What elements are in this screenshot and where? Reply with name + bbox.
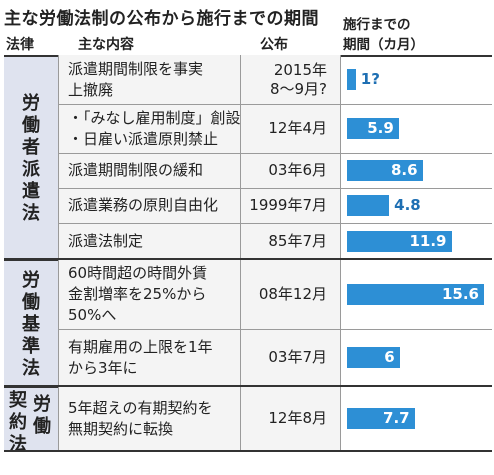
bar-value-label: 7.7: [383, 409, 410, 427]
row-content-line: 派遣期間制限を事実: [68, 59, 204, 78]
row-date-line: 2015年: [273, 60, 327, 79]
law-group-cell: 労働基準法: [4, 259, 58, 386]
group-divider: [4, 258, 492, 260]
row-background: [58, 386, 340, 451]
law-name: 契約法: [9, 390, 27, 455]
row-date: 03年7月: [268, 348, 327, 367]
bar-value-label: 15.6: [441, 284, 479, 303]
row-content: 有期雇用の上限を1年 から3年に: [68, 337, 213, 379]
row-content: 派遣期間制限の緩和: [68, 160, 203, 181]
row-background: [58, 188, 340, 223]
row-content-line: 60時間超の時間外賃: [68, 263, 208, 282]
bar: [347, 230, 452, 252]
column-divider: [240, 55, 241, 451]
row-date-line: 85年7月: [268, 231, 327, 250]
row-content: 派遣法制定: [68, 231, 143, 252]
row-content-line: 有期雇用の上限を1年: [68, 337, 213, 356]
bar: [347, 347, 400, 368]
row-background: [58, 223, 340, 259]
bar-value-label: 5.9: [367, 119, 394, 137]
row-date-line: 03年7月: [268, 348, 327, 366]
row-divider: [58, 329, 492, 330]
bar-value-label: 1?: [360, 70, 380, 88]
row-divider: [58, 153, 492, 154]
row-background: [58, 153, 340, 188]
row-background: [58, 104, 340, 153]
bar-value-label: 8.6: [390, 161, 418, 179]
bar-value-label: 6: [384, 348, 395, 366]
law-name-prefix: 労働: [33, 394, 51, 437]
bottom-line: [4, 450, 492, 452]
bar-value-label: 4.8: [394, 196, 421, 214]
row-date-line: 03年6月: [268, 161, 327, 179]
header-period: 施行までの 期間（カ月）: [343, 15, 424, 55]
row-date-line: 1999年7月: [249, 196, 327, 214]
column-divider: [340, 55, 341, 451]
bar-value-label: 11.9: [409, 231, 447, 250]
bar: [347, 283, 484, 305]
row-content-line: 派遣法制定: [68, 231, 144, 250]
bar: [347, 408, 415, 429]
law-table: 派遣期間制限を事実 上撤廃 2015年 8～9月? 1? ・「みなし雇用制度」創設 ・日雇い…: [4, 55, 492, 469]
row-date: 85年7月: [268, 232, 327, 251]
bar: [347, 69, 356, 90]
law-group-cell: 労働者派遣法: [4, 55, 58, 259]
group-divider: [4, 385, 492, 387]
row-date: 1999年7月: [249, 196, 327, 215]
row-content-line: 派遣期間制限の緩和: [68, 161, 204, 179]
row-content-line: ・日雇い派遣原則禁止: [68, 129, 219, 148]
row-background: [58, 329, 340, 386]
column-divider: [58, 55, 59, 451]
row-date: 03年6月: [268, 161, 327, 180]
row-date-line: 12年4月: [268, 119, 327, 137]
row-content: 5年超えの有期契約を 無期契約に転換: [68, 398, 213, 440]
row-date-line: 08年12月: [258, 284, 327, 303]
row-date: 12年8月: [268, 409, 327, 428]
header-date: 公布: [260, 37, 288, 53]
header-law: 法律: [6, 37, 34, 53]
row-divider: [58, 223, 492, 224]
row-content-line: から3年に: [68, 358, 138, 377]
row-background: [58, 259, 340, 329]
header-period-line2: 期間（カ月）: [343, 37, 424, 53]
row-content-line: 無期契約に転換: [68, 419, 174, 438]
law-name: 労働基準法: [22, 269, 40, 379]
row-content: ・「みなし雇用制度」創設 ・日雇い派遣原則禁止: [68, 108, 241, 150]
law-group-cell: 契約法 労働: [4, 386, 58, 455]
row-divider: [58, 188, 492, 189]
row-content-line: ・「みなし雇用制度」創設: [68, 108, 241, 127]
bar: [347, 118, 399, 139]
row-date-line: 8～9月?: [269, 79, 327, 98]
row-content-line: 50%へ: [68, 305, 117, 324]
header-content: 主な内容: [78, 37, 134, 53]
row-date: 12年4月: [268, 119, 327, 138]
row-content-line: 上撤廃: [68, 80, 114, 99]
row-content: 60時間超の時間外賃 金割増率を25%から 50%へ: [68, 263, 207, 326]
row-divider: [58, 104, 492, 105]
row-content: 派遣期間制限を事実 上撤廃: [68, 59, 203, 101]
bar: [347, 160, 423, 181]
row-date: 2015年 8～9月?: [270, 61, 327, 99]
row-date: 08年12月: [259, 285, 327, 304]
law-name: 労働者派遣法: [22, 93, 40, 224]
chart-title: 主な労働法制の公布から施行までの期間: [4, 9, 319, 29]
row-content: 派遣業務の原則自由化: [68, 195, 218, 216]
row-background: [58, 55, 340, 104]
header-period-line1: 施行までの: [343, 17, 411, 33]
row-content-line: 5年超えの有期契約を: [68, 398, 213, 417]
row-content-line: 派遣業務の原則自由化: [68, 196, 219, 214]
row-date-line: 12年8月: [268, 409, 327, 427]
bar: [347, 195, 390, 216]
row-content-line: 金割増率を25%から: [68, 284, 207, 303]
